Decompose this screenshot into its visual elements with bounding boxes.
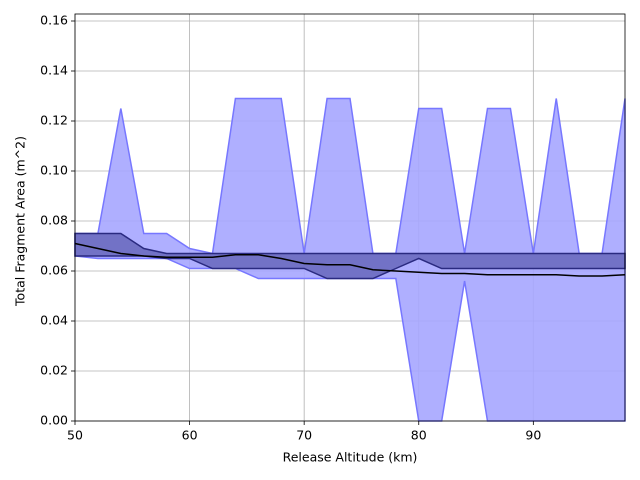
x-tick-label: 60 [182, 428, 198, 443]
x-tick-label: 80 [411, 428, 427, 443]
y-tick-label: 0.16 [40, 13, 68, 28]
x-axis-label: Release Altitude (km) [283, 450, 418, 465]
x-tick-label: 50 [67, 428, 83, 443]
line [74, 242, 626, 277]
y-tick-label: 0.02 [40, 363, 68, 378]
y-tick-label: 0.06 [40, 263, 68, 278]
y-tick-label: 0.08 [40, 213, 68, 228]
x-tick-label: 90 [525, 428, 541, 443]
y-tick-label: 0.04 [40, 313, 68, 328]
x-tick-label: 70 [296, 428, 312, 443]
y-tick-label: 0.12 [40, 113, 68, 128]
plot-frame [74, 13, 626, 422]
y-tick-label: 0.00 [40, 413, 68, 428]
y-tick-label: 0.14 [40, 63, 68, 78]
y-tick-label: 0.10 [40, 163, 68, 178]
y-axis-label: Total Fragment Area (m^2) [13, 136, 28, 307]
